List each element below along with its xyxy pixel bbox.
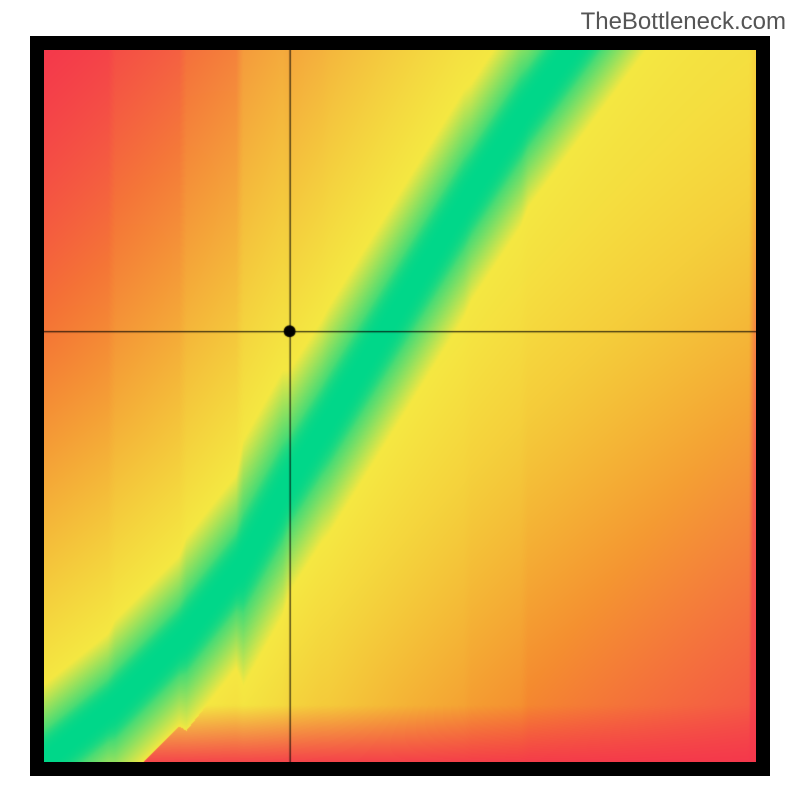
chart-container: TheBottleneck.com [0, 0, 800, 800]
crosshair-overlay [44, 50, 756, 762]
watermark-text: TheBottleneck.com [581, 8, 786, 36]
